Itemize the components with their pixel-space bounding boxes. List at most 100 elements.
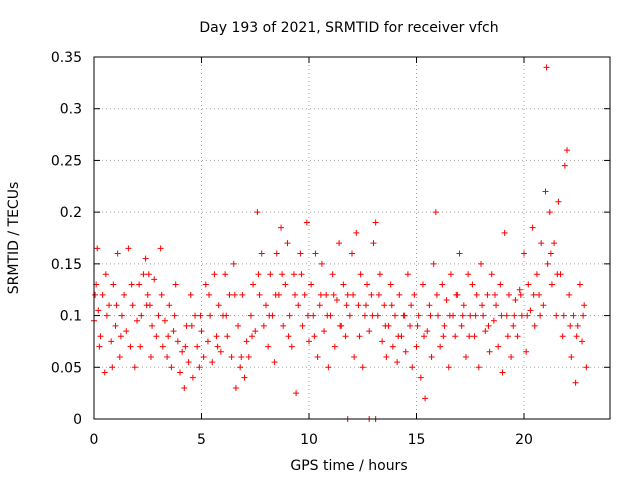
data-point xyxy=(235,322,242,329)
data-point xyxy=(568,353,575,360)
data-point xyxy=(228,353,235,360)
y-tick-label: 0.25 xyxy=(51,153,82,169)
data-point xyxy=(108,338,115,345)
data-point xyxy=(559,333,566,340)
data-point xyxy=(231,291,238,298)
data-point xyxy=(92,291,99,298)
data-point xyxy=(247,312,254,319)
data-point xyxy=(149,322,156,329)
data-point xyxy=(413,343,420,350)
x-tick-label: 15 xyxy=(408,432,426,448)
data-point xyxy=(99,291,106,298)
data-point xyxy=(158,291,165,298)
data-point xyxy=(325,364,332,371)
data-point xyxy=(230,260,237,267)
data-point xyxy=(266,312,273,319)
data-point xyxy=(439,281,446,288)
data-point xyxy=(566,291,573,298)
data-point xyxy=(495,343,502,350)
data-point xyxy=(499,369,506,376)
data-point xyxy=(279,271,286,278)
data-point xyxy=(458,322,465,329)
data-point xyxy=(540,302,547,309)
data-point xyxy=(187,291,194,298)
data-point xyxy=(330,291,337,298)
data-point xyxy=(504,333,511,340)
data-point xyxy=(172,281,179,288)
data-point xyxy=(226,291,233,298)
data-point xyxy=(243,338,250,345)
data-point xyxy=(168,364,175,371)
data-point xyxy=(134,317,140,324)
data-point xyxy=(366,328,373,335)
data-point xyxy=(547,250,554,257)
data-point xyxy=(428,353,435,360)
data-point xyxy=(194,343,201,350)
data-point xyxy=(459,312,466,319)
data-point xyxy=(94,245,101,252)
data-point xyxy=(121,291,128,298)
data-point xyxy=(567,322,574,329)
data-point xyxy=(145,271,152,278)
y-tick-label: 0.1 xyxy=(60,309,82,325)
data-point xyxy=(304,312,311,319)
data-point xyxy=(295,302,302,309)
data-point xyxy=(369,312,376,319)
data-point xyxy=(222,271,229,278)
data-point xyxy=(202,281,209,288)
data-point xyxy=(374,312,381,319)
data-point xyxy=(127,343,134,350)
data-point xyxy=(485,322,492,329)
data-point xyxy=(560,312,567,319)
data-point xyxy=(288,343,295,350)
data-point xyxy=(395,333,402,340)
data-point xyxy=(379,338,386,345)
data-point xyxy=(498,312,505,319)
data-point xyxy=(551,240,558,247)
data-point xyxy=(346,312,353,319)
data-point xyxy=(570,312,577,319)
data-point xyxy=(252,328,259,335)
data-point xyxy=(197,312,204,319)
data-point xyxy=(488,271,495,278)
data-point xyxy=(200,353,207,360)
data-point xyxy=(580,312,587,319)
data-point xyxy=(232,384,239,391)
data-point xyxy=(171,312,178,319)
data-point xyxy=(323,291,330,298)
data-point xyxy=(389,343,396,350)
data-point xyxy=(165,333,172,340)
data-point xyxy=(491,291,498,298)
data-point xyxy=(131,364,138,371)
data-point xyxy=(181,384,188,391)
data-point xyxy=(118,312,125,319)
data-point xyxy=(293,390,300,397)
data-point xyxy=(383,353,390,360)
y-tick-label: 0.35 xyxy=(51,50,82,66)
data-point xyxy=(469,281,476,288)
data-point xyxy=(511,312,518,319)
data-point xyxy=(572,379,579,386)
data-point xyxy=(125,245,132,252)
plot-frame xyxy=(93,56,611,420)
data-point xyxy=(387,281,394,288)
data-point xyxy=(303,219,310,226)
data-point xyxy=(372,219,379,226)
data-point xyxy=(529,224,536,231)
data-point xyxy=(516,286,523,293)
data-point xyxy=(581,302,588,309)
data-point xyxy=(525,281,532,288)
data-point xyxy=(285,333,292,340)
x-tick-label: 0 xyxy=(90,432,99,448)
data-point xyxy=(157,245,164,252)
data-point xyxy=(472,312,479,319)
data-point xyxy=(368,291,375,298)
data-points-layer xyxy=(91,64,590,422)
data-point xyxy=(136,281,143,288)
data-point xyxy=(370,240,377,247)
data-point xyxy=(214,343,221,350)
data-point xyxy=(404,271,411,278)
data-point xyxy=(239,291,246,298)
data-point xyxy=(484,291,491,298)
data-point xyxy=(433,291,440,298)
